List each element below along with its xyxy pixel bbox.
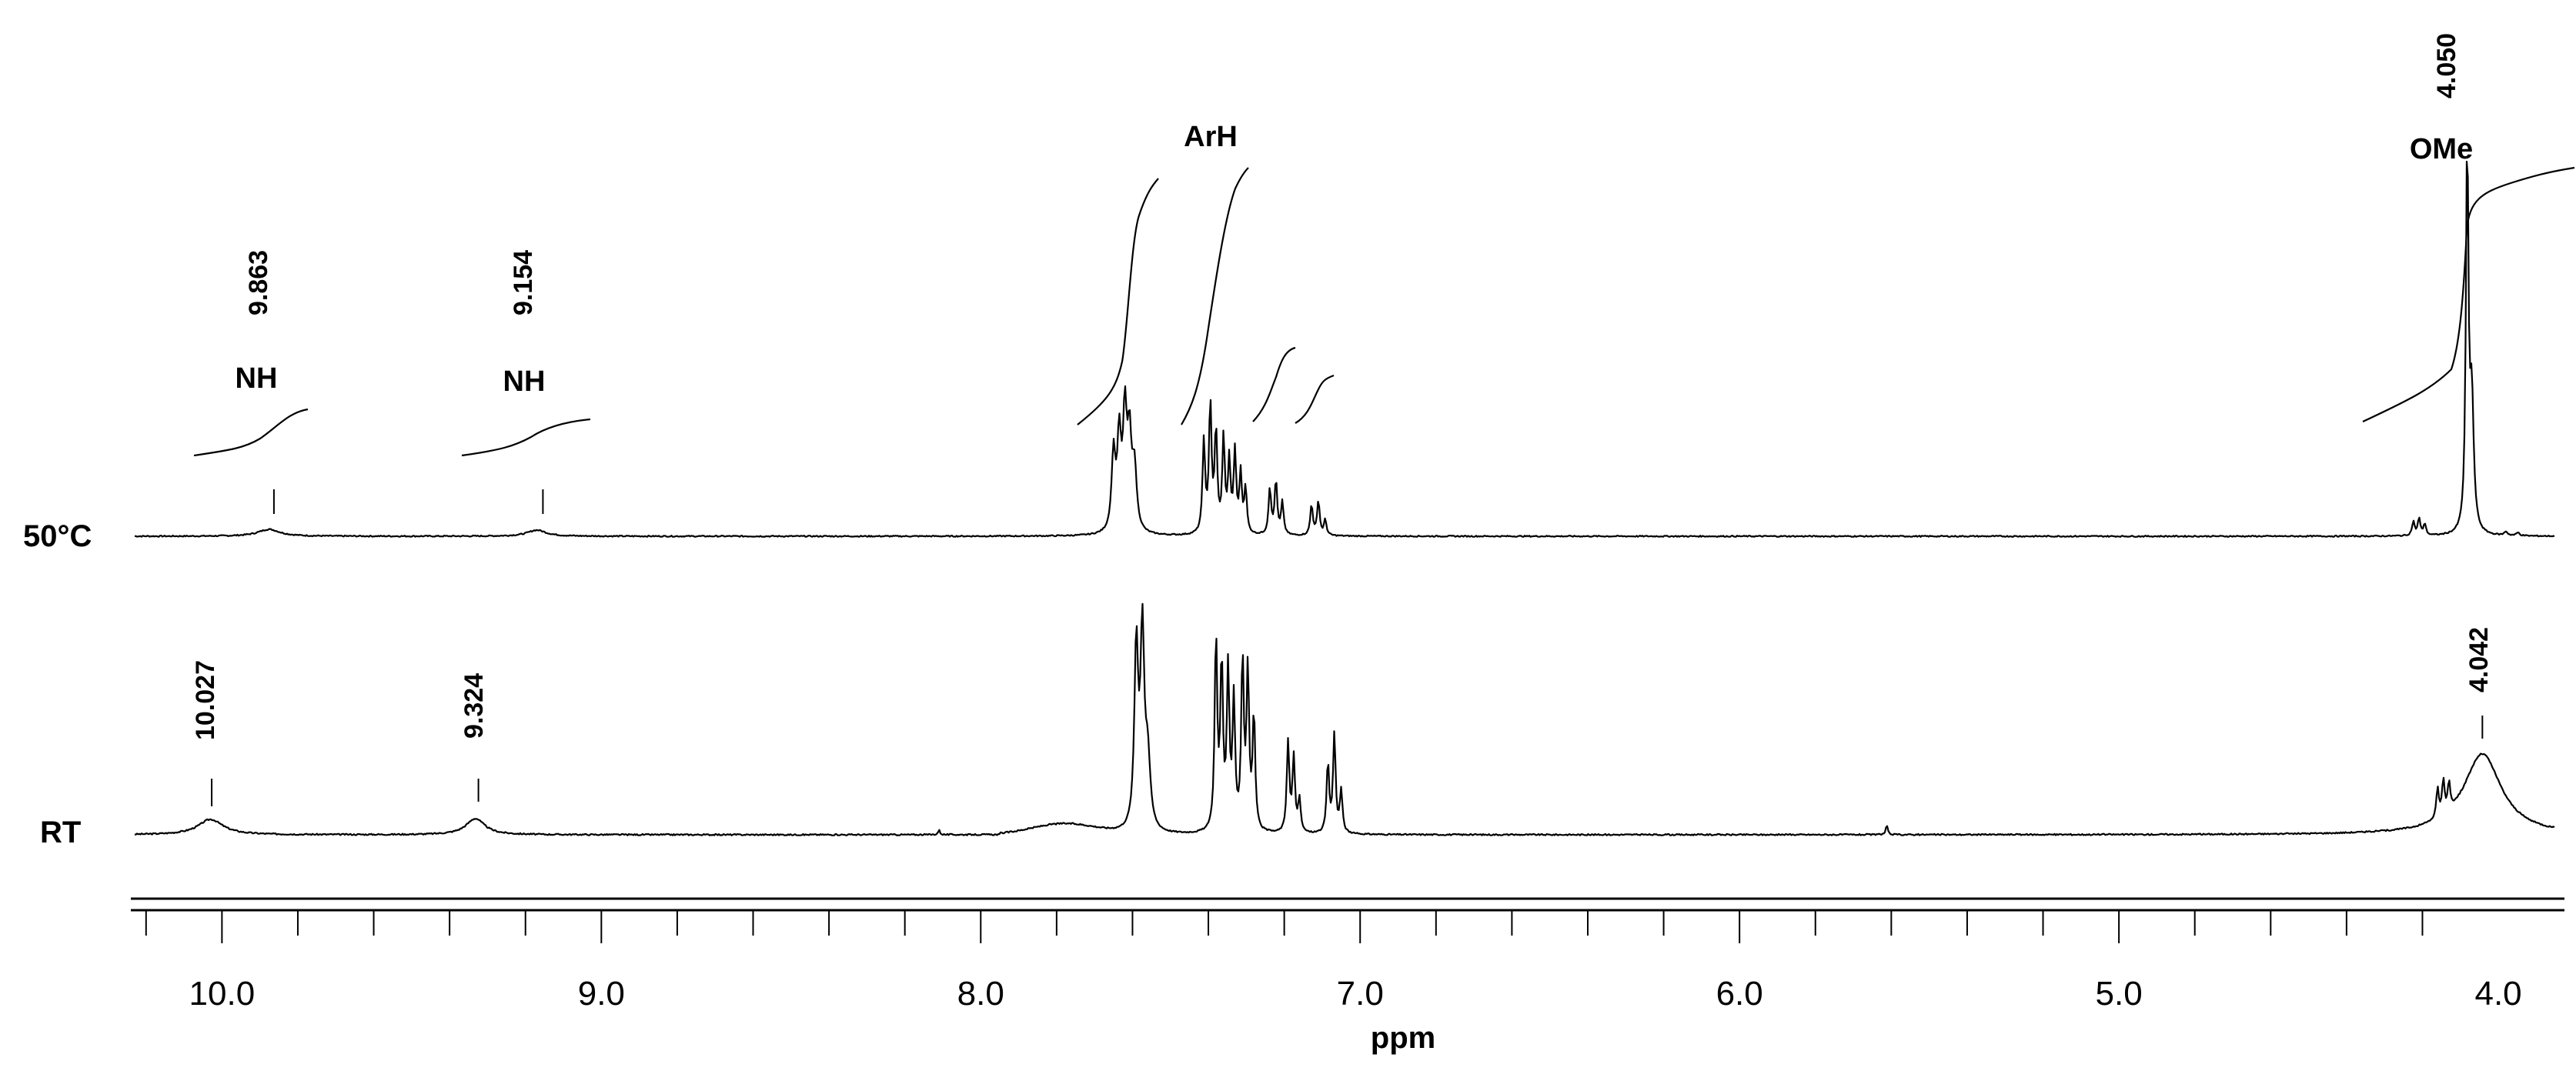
peak-label-4042: 4.042	[2464, 627, 2494, 692]
peak-label-9324: 9.324	[459, 673, 489, 739]
annotation-ome: OMe	[2410, 133, 2473, 165]
tick-label: 6.0	[1716, 975, 1763, 1013]
tick-label: 8.0	[957, 975, 1004, 1013]
trace-50c	[134, 160, 2555, 538]
peak-label-10027: 10.027	[191, 660, 220, 740]
x-axis-title: ppm	[1371, 1021, 1435, 1055]
tick-label: 5.0	[2096, 975, 2143, 1013]
tick-label: 9.0	[578, 975, 625, 1013]
integral-arh-2	[1181, 167, 1249, 425]
integral-arh-4	[1295, 374, 1335, 424]
peak-label-9863: 9.863	[244, 250, 273, 315]
trace-label-50c: 50°C	[23, 519, 92, 553]
peak-label-9154: 9.154	[509, 250, 538, 315]
tick-label: 7.0	[1337, 975, 1384, 1013]
peak-markers	[211, 489, 2484, 806]
integral-nh-1	[193, 408, 309, 457]
peak-label-4050: 4.050	[2432, 33, 2461, 98]
tick-label: 4.0	[2474, 975, 2521, 1013]
annotation-arh: ArH	[1184, 121, 1238, 153]
integral-ome	[2362, 166, 2575, 422]
trace-label-rt: RT	[40, 816, 81, 849]
trace-rt	[134, 602, 2555, 836]
spectrum-traces	[134, 160, 2555, 836]
annotation-nh-2: NH	[503, 365, 546, 398]
tick-label: 10.0	[189, 975, 256, 1013]
annotation-nh-1: NH	[236, 362, 278, 395]
integral-curves	[193, 166, 2575, 457]
integral-arh-3	[1252, 346, 1296, 422]
integral-arh-1	[1077, 178, 1159, 425]
integral-nh-2	[461, 418, 591, 457]
x-axis: 10.0 9.0 8.0 7.0 6.0 5.0 4.0	[131, 897, 2564, 1013]
